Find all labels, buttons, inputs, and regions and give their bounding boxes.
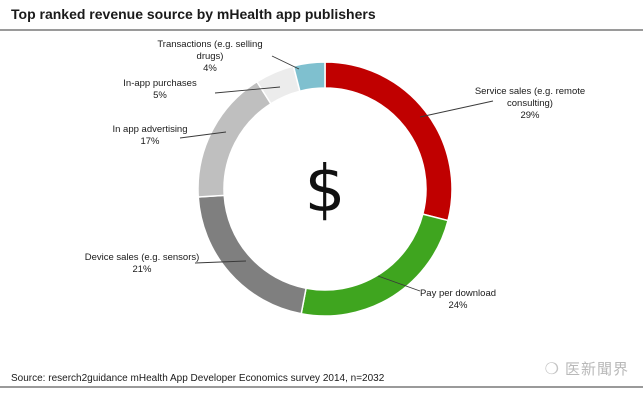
watermark-text: 医新聞界 [564,360,629,378]
dollar-sign: $ [305,153,346,227]
donut-slice [197,80,272,198]
donut-slice [292,61,326,93]
source-note: Source: reserch2guidance mHealth App Dev… [11,373,385,384]
chat-bubble-icon: ❍ [544,359,560,378]
slice-category-label: In-app purchases [123,78,197,89]
bottom-divider [0,386,643,388]
slice-category-label: Device sales (e.g. sensors) [85,252,200,263]
donut-slice [197,194,307,315]
slice-category-label: consulting) [507,98,553,109]
slice-category-label: Transactions (e.g. selling [157,39,262,50]
donut-slice [300,213,449,317]
slice-category-label: Pay per download [420,288,496,299]
leader-line [419,100,494,118]
slice-category-label: Service sales (e.g. remote [475,86,585,97]
leader-line [179,131,227,139]
slice-category-label: drugs) [197,51,224,62]
leader-line [214,86,281,94]
leader-line [271,55,300,70]
leader-line [194,260,247,264]
slice-value-label: 21% [132,264,152,275]
slice-value-label: 24% [448,300,468,311]
slice-value-label: 4% [203,63,217,74]
slice-value-label: 17% [140,136,160,147]
slice-value-label: 29% [520,110,540,121]
slice-value-label: 5% [153,90,167,101]
title-divider [0,29,643,31]
watermark: ❍ 医新聞界 [545,358,629,379]
chart-title: Top ranked revenue source by mHealth app… [11,6,376,22]
slice-category-label: In app advertising [113,124,188,135]
leader-line [377,275,421,292]
